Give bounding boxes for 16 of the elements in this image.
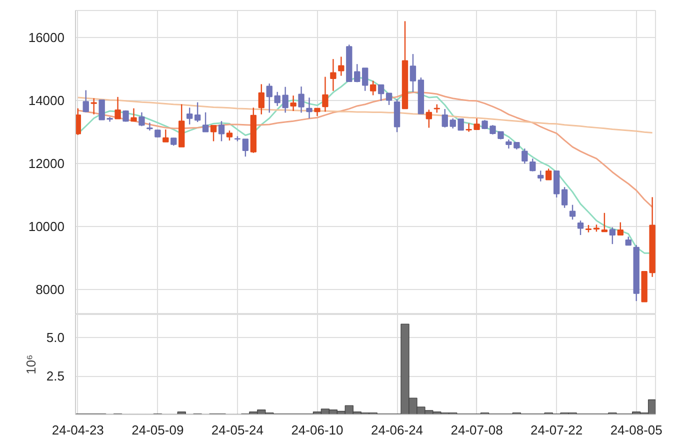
y-axis-title: 10⁶ <box>23 354 38 374</box>
category-label: 24-06-24 <box>370 422 424 438</box>
category-label: 24-07-22 <box>530 422 583 438</box>
category-label: 24-06-10 <box>291 422 344 438</box>
y-tick-label: 8000 <box>36 282 64 297</box>
y-tick-label: 10000 <box>28 218 65 234</box>
y-tick-label: 16000 <box>28 30 65 45</box>
y-tick-label: 14000 <box>28 92 65 108</box>
y-tick-label: 5.0 <box>46 330 65 346</box>
category-label: 24-04-23 <box>52 422 104 438</box>
category-label: 24-08-05 <box>610 422 662 438</box>
category-label: 24-05-09 <box>132 422 184 438</box>
category-label: 24-05-24 <box>211 422 264 438</box>
y-tick-label: 2.5 <box>46 368 65 384</box>
y-tick-label: 12000 <box>28 156 65 171</box>
category-label: 24-07-08 <box>450 422 503 438</box>
